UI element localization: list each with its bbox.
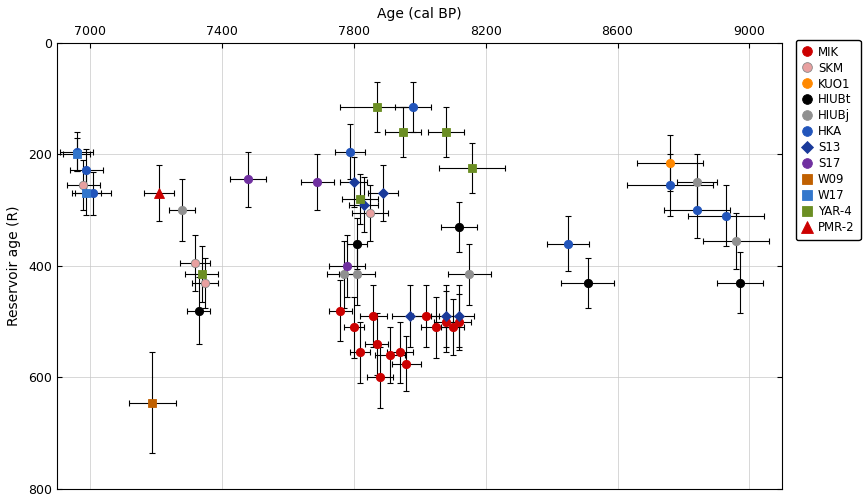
Y-axis label: Reservoir age (R): Reservoir age (R) [7,206,21,326]
Legend: MIK, SKM, KUO1, HIUBt, HIUBj, HKA, S13, S17, W09, W17, YAR-4, PMR-2: MIK, SKM, KUO1, HIUBt, HIUBj, HKA, S13, … [796,40,861,240]
X-axis label: Age (cal BP): Age (cal BP) [377,7,462,21]
